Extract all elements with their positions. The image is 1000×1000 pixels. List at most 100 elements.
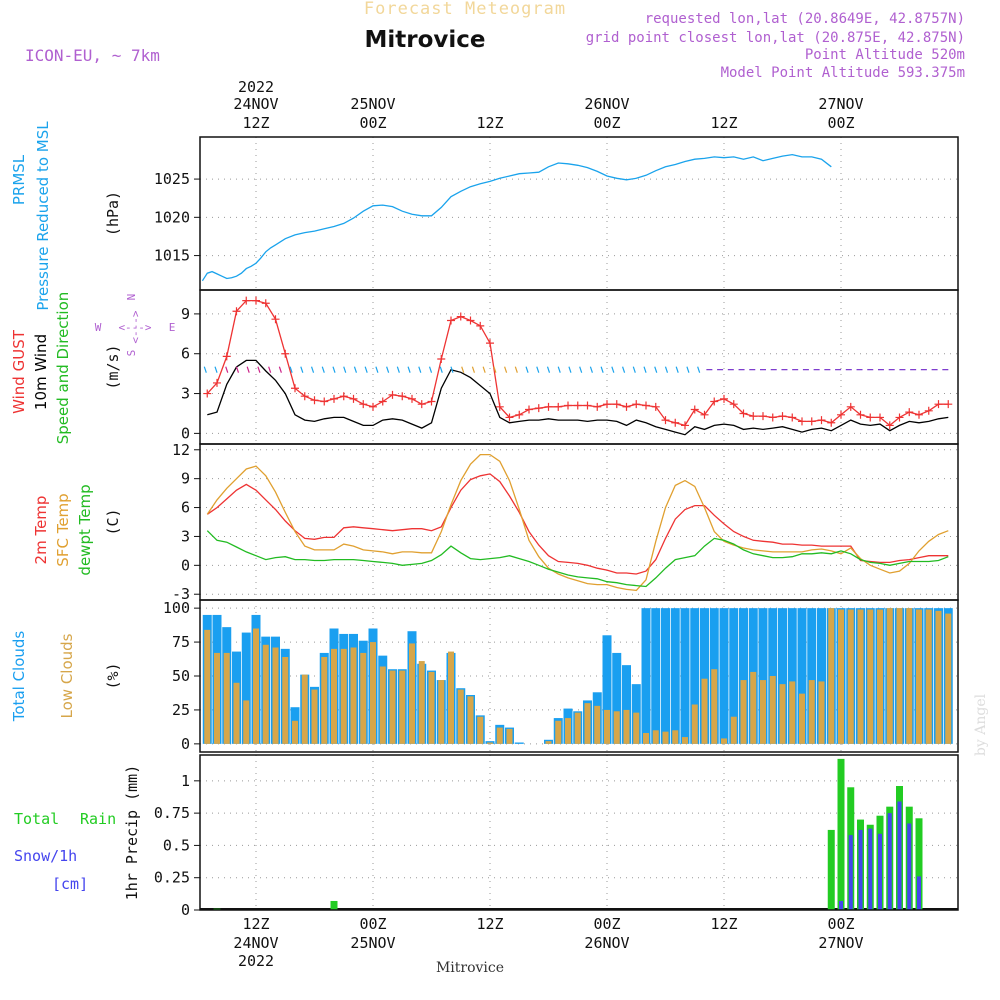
compass-west: W (95, 321, 102, 334)
ytick-label: 1020 (154, 208, 190, 226)
wind-arrow (407, 366, 411, 373)
side-label-total: Total (14, 810, 59, 828)
side-label-snow: Snow/1h (14, 847, 77, 865)
bar-low-cloud (604, 709, 610, 744)
compass-dashes-h: <---> (118, 321, 151, 334)
bar-low-cloud (565, 718, 571, 744)
wind-arrow (428, 366, 433, 373)
gust-marker (651, 402, 660, 411)
credit-watermark: by Angel (973, 693, 989, 756)
ytick-label: 100 (163, 599, 190, 617)
side-label: Low Clouds (58, 633, 76, 718)
wind-arrow (686, 366, 690, 373)
gust-marker (573, 401, 582, 410)
wind-arrow (504, 366, 508, 373)
bar-low-cloud (389, 670, 396, 744)
gust-marker (798, 417, 806, 426)
wind-arrow (203, 366, 207, 373)
gust-marker (846, 402, 855, 411)
bar-low-cloud (292, 720, 298, 744)
wind-arrow (439, 366, 443, 373)
top-time-label: 12Z (476, 114, 503, 132)
bar-low-cloud (789, 681, 796, 744)
ylabel: (C) (104, 508, 122, 535)
wind-arrow (332, 366, 336, 373)
compass-south: S (125, 350, 138, 357)
top-date-label: 25NOV (350, 95, 395, 113)
gust-marker (310, 396, 319, 405)
requested-coords: requested lon,lat (20.8649E, 42.8757N) (645, 11, 965, 27)
gust-marker (525, 405, 533, 414)
bar-total-cloud (719, 608, 729, 744)
bar-low-cloud (857, 609, 864, 744)
wind-arrow (632, 366, 636, 373)
wind-arrow (268, 366, 272, 373)
gust-marker (593, 402, 602, 411)
bar-snow (897, 801, 902, 910)
bottom-date-label: 25NOV (350, 934, 395, 952)
bar-low-cloud (701, 678, 708, 744)
bar-low-cloud (506, 728, 513, 744)
bar-total-cloud (729, 608, 739, 744)
top-time-label: 00Z (593, 114, 620, 132)
bar-low-cloud (272, 647, 279, 744)
ylabel: (hPa) (104, 191, 122, 236)
bar-low-cloud (935, 610, 942, 744)
bar-total-cloud (641, 608, 651, 744)
wind-arrow (257, 366, 261, 373)
gust-marker (720, 394, 728, 403)
ytick-label: 0 (181, 901, 190, 919)
gust-marker (252, 296, 260, 305)
bar-low-cloud (438, 680, 445, 744)
gust-marker (895, 413, 904, 422)
bar-total-cloud (787, 608, 797, 744)
bottom-time-label: 00Z (827, 915, 854, 933)
bar-low-cloud (418, 661, 425, 744)
bar-low-cloud (691, 704, 698, 744)
panel-temperature: -3 0 3 6 9 12 (C) 2m Temp SFC Temp dewpt Temp (32, 441, 959, 603)
side-label-rain: Rain (80, 810, 116, 828)
wind-arrow (353, 366, 358, 373)
bar-low-cloud (574, 712, 581, 744)
bar-low-cloud (867, 609, 874, 744)
wind-arrow (461, 366, 465, 373)
bar-low-cloud (409, 643, 415, 744)
bar-snow (887, 813, 892, 910)
top-date-label: 26NOV (584, 95, 629, 113)
bar-low-cloud (243, 700, 250, 744)
gust-marker (934, 400, 943, 409)
bar-low-cloud (633, 712, 640, 744)
bar-low-cloud (847, 609, 854, 744)
bar-low-cloud (886, 608, 893, 744)
point-altitude: Point Altitude 520m (805, 47, 965, 63)
wind-arrow (589, 366, 593, 373)
ytick-label: 0.5 (163, 836, 190, 854)
side-label: Total Clouds (10, 631, 28, 723)
gust-marker (739, 409, 748, 418)
gust-marker (349, 394, 358, 403)
ytick-label: 0.75 (154, 804, 190, 822)
bar-low-cloud (925, 609, 932, 744)
bottom-date-label: 26NOV (584, 934, 629, 952)
gust-marker (261, 299, 270, 308)
bar-rain (827, 829, 835, 910)
bar-low-cloud (613, 711, 620, 744)
compass-east: E (169, 321, 176, 334)
bottom-time-label: 12Z (242, 915, 269, 933)
ylabel: (m/s) (104, 344, 122, 389)
side-label: Speed and Direction (54, 292, 72, 445)
bar-total-cloud (514, 742, 524, 744)
wind-arrow (546, 366, 551, 373)
gust-marker (603, 400, 611, 409)
wind-arrow (622, 366, 626, 373)
bar-rain (330, 900, 338, 910)
location-title: Mitrovice (364, 27, 485, 53)
bar-low-cloud (828, 608, 835, 744)
ytick-label: 3 (181, 527, 190, 545)
bar-total-cloud (651, 608, 661, 744)
bar-low-cloud (594, 705, 601, 744)
gust-marker (437, 355, 446, 364)
gust-marker (378, 397, 387, 406)
gust-marker (671, 418, 680, 427)
gust-marker (398, 392, 407, 401)
